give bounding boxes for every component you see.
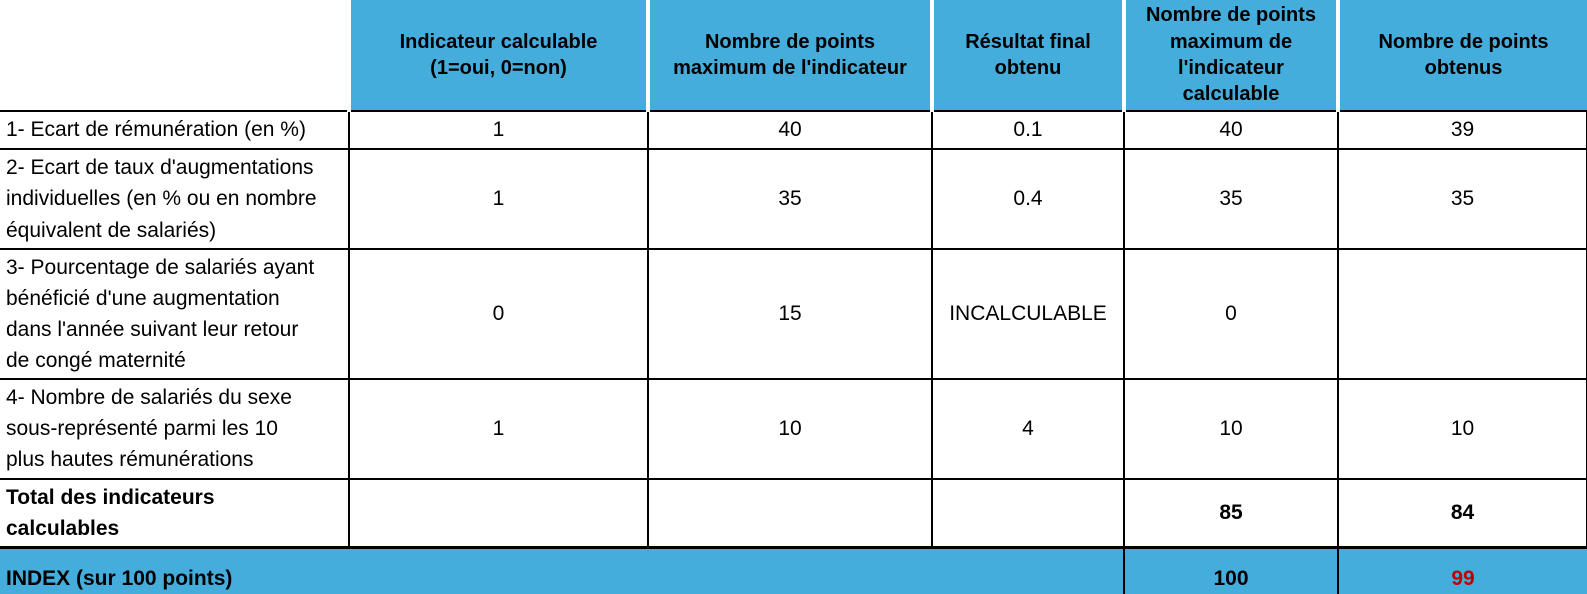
cell-empty (348, 478, 648, 549)
cell-points-max: 15 (647, 249, 932, 381)
row-indicator-1: 1- Ecart de rémunération (en %) 1 40 0.1… (0, 111, 1587, 150)
header-row: Indicateur calculable (1=oui, 0=non) Nom… (0, 0, 1587, 112)
col-header-points-obtenus: Nombre de points obtenus (1336, 0, 1587, 112)
corner-cell (0, 0, 349, 112)
cell-total-points-max: 85 (1123, 478, 1338, 549)
row-label: 3- Pourcentage de salariés ayant bénéfic… (0, 249, 349, 381)
row-total-indicateurs: Total des indicateurs calculables 85 84 (0, 478, 1587, 549)
cell-points-max-calculable: 0 (1123, 249, 1338, 381)
cell-points-max-calculable: 10 (1123, 379, 1338, 480)
cell-points-max-calculable: 40 (1123, 111, 1338, 150)
row-indicator-2: 2- Ecart de taux d'augmentations individ… (0, 149, 1587, 250)
cell-resultat: INCALCULABLE (931, 249, 1124, 381)
row-label: 1- Ecart de rémunération (en %) (0, 111, 349, 150)
cell-calculable: 1 (348, 379, 648, 480)
total-row-label: Total des indicateurs calculables (0, 478, 349, 549)
cell-resultat: 4 (931, 379, 1124, 480)
row-index-final: INDEX (sur 100 points) 100 99 (0, 545, 1587, 594)
cell-points-max: 35 (647, 149, 932, 250)
row-label: 4- Nombre de salariés du sexe sous-repré… (0, 379, 349, 480)
col-header-resultat-final: Résultat final obtenu (930, 0, 1124, 112)
cell-points-max: 40 (647, 111, 932, 150)
row-indicator-4: 4- Nombre de salariés du sexe sous-repré… (0, 379, 1587, 480)
cell-points-obtenus: 10 (1337, 379, 1587, 480)
col-header-points-max-indicateur: Nombre de points maximum de l'indicateur (646, 0, 932, 112)
cell-points-max: 10 (647, 379, 932, 480)
row-indicator-3: 3- Pourcentage de salariés ayant bénéfic… (0, 249, 1587, 381)
cell-total-points-obtenus: 84 (1337, 478, 1587, 549)
cell-resultat: 0.4 (931, 149, 1124, 250)
cell-points-obtenus: 39 (1337, 111, 1587, 150)
cell-calculable: 0 (348, 249, 648, 381)
cell-index-score: 99 (1337, 545, 1587, 594)
col-header-indicateur-calculable: Indicateur calculable (1=oui, 0=non) (347, 0, 648, 112)
cell-empty (931, 478, 1124, 549)
cell-resultat: 0.1 (931, 111, 1124, 150)
cell-index-max-points: 100 (1123, 545, 1338, 594)
row-label: 2- Ecart de taux d'augmentations individ… (0, 149, 349, 250)
index-row-label: INDEX (sur 100 points) (0, 545, 1124, 594)
cell-points-obtenus: 35 (1337, 149, 1587, 250)
cell-empty (647, 478, 932, 549)
cell-points-max-calculable: 35 (1123, 149, 1338, 250)
cell-calculable: 1 (348, 149, 648, 250)
cell-points-obtenus (1337, 249, 1587, 381)
cell-calculable: 1 (348, 111, 648, 150)
col-header-points-max-calculable: Nombre de points maximum de l'indicateur… (1122, 0, 1338, 112)
